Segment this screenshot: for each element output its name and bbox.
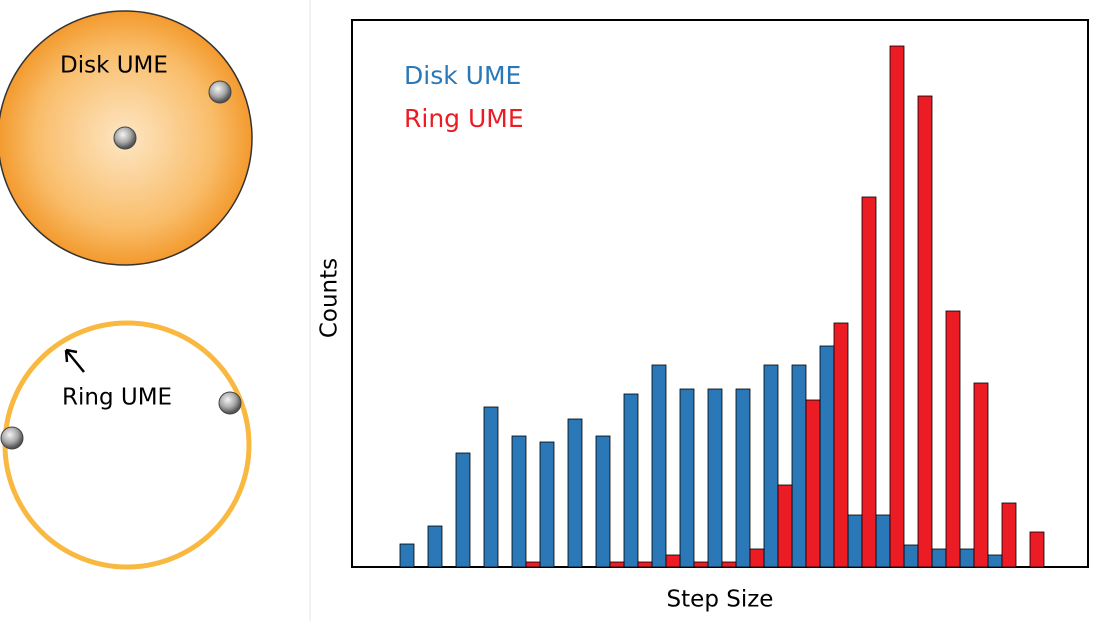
bar (1029, 531, 1045, 568)
bar (609, 561, 625, 568)
bar (483, 406, 499, 568)
disk-label: Disk UME (60, 53, 168, 79)
bar (861, 196, 877, 568)
bar (987, 554, 1003, 568)
bar (637, 561, 653, 568)
legend-entry: Ring UME (404, 104, 524, 133)
bar (567, 418, 583, 568)
ring-electrode (2, 320, 252, 570)
bar (945, 310, 961, 568)
bar (959, 548, 975, 568)
x-axis-label: Step Size (667, 587, 774, 613)
bar (511, 435, 527, 568)
y-axis-label: Counts (317, 258, 343, 338)
bar (455, 452, 471, 568)
arrow (64, 348, 85, 373)
bar (875, 514, 891, 568)
bar (665, 554, 681, 568)
bar (763, 364, 779, 568)
bar (693, 561, 709, 568)
bar (651, 364, 667, 568)
legend-entry: Disk UME (404, 61, 521, 90)
bar (973, 382, 989, 568)
ring-label: Ring UME (62, 385, 172, 411)
bar (903, 544, 919, 568)
bar (623, 393, 639, 568)
bar (525, 561, 541, 568)
bar (721, 561, 737, 568)
bar (399, 543, 415, 568)
bar (931, 548, 947, 568)
bar (777, 484, 793, 568)
bar (847, 514, 863, 568)
particle (208, 80, 232, 104)
bar (1001, 502, 1017, 568)
bar (889, 45, 905, 568)
bar (749, 548, 765, 568)
bar (707, 388, 723, 568)
bar (805, 399, 821, 568)
bar (427, 525, 443, 568)
bar (791, 364, 807, 568)
bar (833, 322, 849, 568)
bar (595, 435, 611, 568)
particle (218, 391, 242, 415)
particle (113, 126, 137, 150)
bar (539, 441, 555, 568)
bar (679, 388, 695, 568)
particle (0, 426, 24, 450)
bar (819, 345, 835, 568)
bar (735, 388, 751, 568)
bar (917, 95, 933, 568)
